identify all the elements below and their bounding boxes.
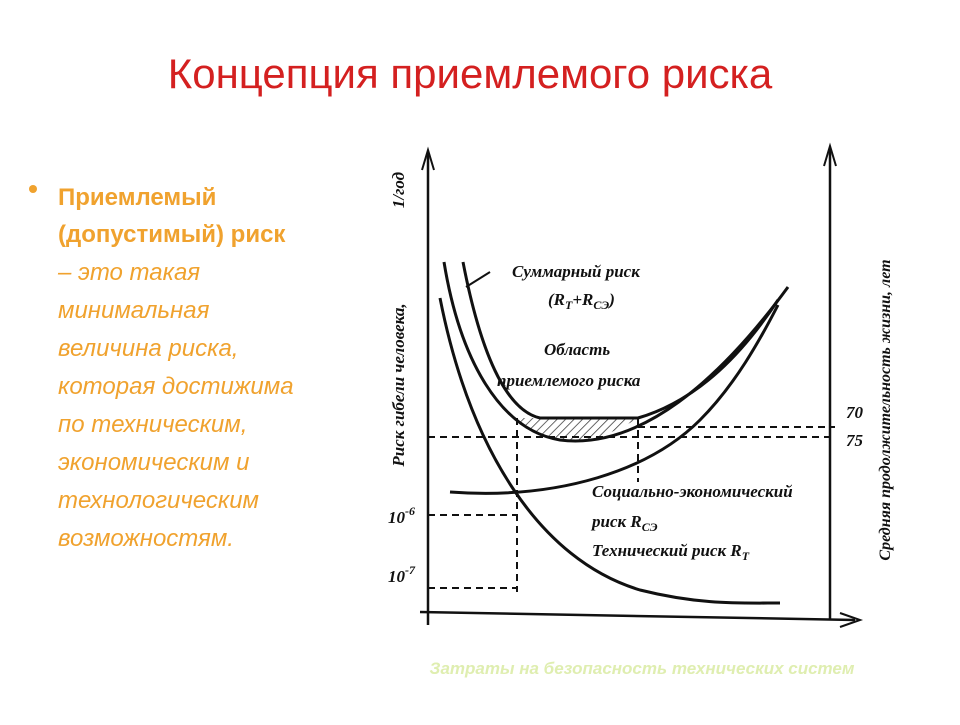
y2-axis-arrow <box>823 142 837 167</box>
label-part: ) <box>607 290 615 309</box>
label-sub: СЭ <box>593 298 609 312</box>
definition-line: величина риска, <box>58 335 238 362</box>
label-sub: T <box>742 549 750 563</box>
bullet-term: Приемлемый (допустимый) риск <box>58 184 286 248</box>
technical-risk-curve <box>438 297 781 605</box>
diagram-labels: Риск гибели человека, 1/год Средняя прод… <box>388 171 894 586</box>
diagram <box>419 142 864 628</box>
definition-line: экономическим и <box>58 449 249 476</box>
total-risk-curve <box>442 261 790 443</box>
label-sub: T <box>565 298 573 312</box>
bullet-dot <box>29 185 37 193</box>
right-tick-label: 70 <box>846 403 864 422</box>
label-part: риск R <box>590 512 642 531</box>
label-part: (R <box>548 290 565 309</box>
y-axis-arrow <box>421 146 435 171</box>
socio-economic-label: Социально-экономический <box>592 482 793 501</box>
definition-line: минимальная <box>58 297 210 324</box>
label-part: +R <box>572 290 593 309</box>
label-part: Технический риск R <box>592 541 742 560</box>
socio-economic-risk-curve <box>449 304 780 495</box>
left-tick-label: 10-6 <box>388 504 415 527</box>
x-axis-arrow <box>839 612 864 628</box>
tick-exp: -7 <box>405 563 416 577</box>
x-axis-label: Затраты на безопасность технических сист… <box>430 659 855 678</box>
x-axis <box>419 610 856 622</box>
y-axis-unit: 1/год <box>389 171 408 208</box>
definition-line: технологическим <box>58 487 259 514</box>
bullet-definition: – это такая минимальная величина риска, … <box>57 259 294 552</box>
acceptable-area-label: Область <box>544 340 610 359</box>
technical-risk-label: Технический риск RT <box>592 541 750 563</box>
total-risk-label: (RT+RСЭ) <box>548 290 615 312</box>
acceptable-area <box>517 418 638 441</box>
tick-exp: -6 <box>405 504 415 518</box>
left-tick-label: 10-7 <box>388 563 416 586</box>
socio-economic-label: риск RСЭ <box>590 512 658 534</box>
tick-base: 10 <box>388 508 406 527</box>
total-risk-label: Суммарный риск <box>512 262 640 281</box>
guide-lines <box>428 418 835 592</box>
acceptable-area-label: приемлемого риска <box>497 371 641 390</box>
y-axis-label: Риск гибели человека, <box>389 303 408 467</box>
term-line: (допустимый) риск <box>58 221 286 248</box>
definition-line: возможностям. <box>58 525 234 552</box>
label-sub: СЭ <box>642 520 658 534</box>
tick-base: 10 <box>388 567 406 586</box>
total-risk-curve-inner <box>461 261 780 420</box>
leader-line <box>465 271 491 288</box>
definition-line: которая достижима <box>58 373 294 400</box>
definition-line: – это такая <box>57 259 200 286</box>
y2-axis-label: Средняя продолжительность жизни, лет <box>877 259 894 560</box>
slide-title: Концепция приемлемого риска <box>168 50 773 97</box>
term-line: Приемлемый <box>58 184 216 211</box>
right-tick-label: 75 <box>846 431 864 450</box>
definition-line: по техническим, <box>58 411 247 438</box>
